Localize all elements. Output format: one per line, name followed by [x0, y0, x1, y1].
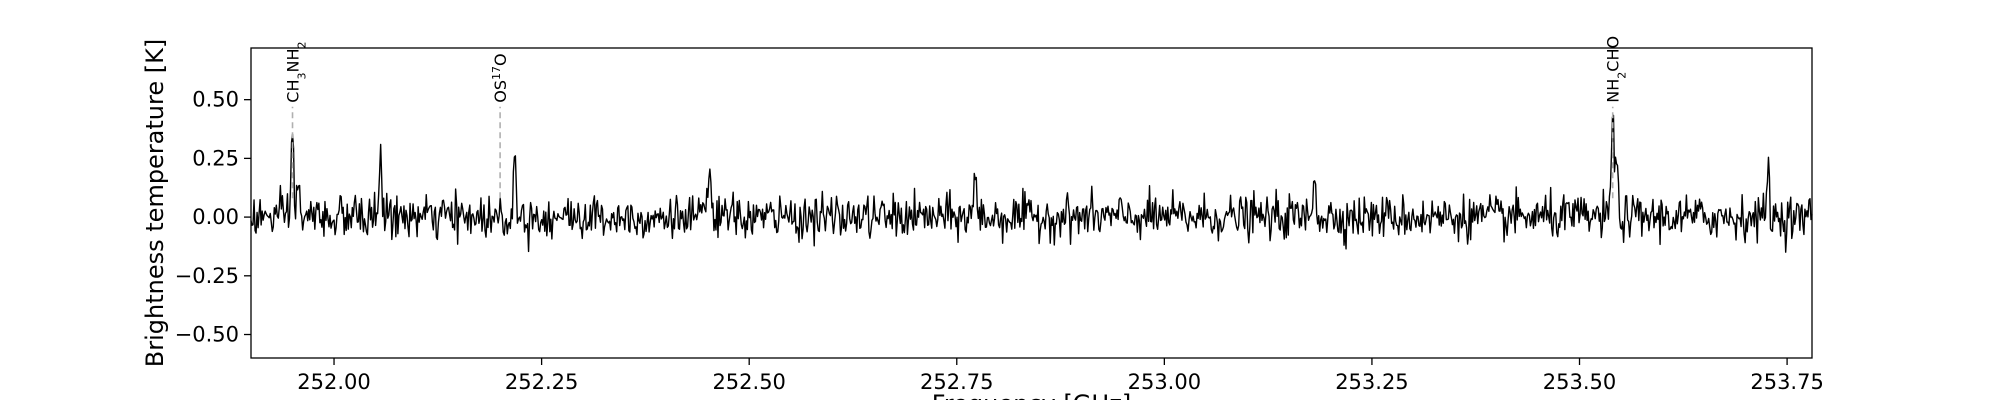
line-annotations: CH3NH2 OS17O NH2CHO [284, 36, 1629, 199]
x-tick-label: 253.00 [1128, 370, 1201, 394]
x-tick-label: 252.50 [712, 370, 785, 394]
x-tick-label: 253.75 [1750, 370, 1823, 394]
y-tick-label: 0.25 [192, 146, 239, 170]
y-axis-label: Brightness temperature [K] [141, 39, 169, 367]
y-tick-label: 0.50 [192, 88, 239, 112]
x-axis-label: Frequency [GHz] [932, 390, 1132, 400]
plot-area [250, 114, 1813, 253]
x-tick-label: 252.75 [920, 370, 993, 394]
y-tick-label: −0.25 [175, 264, 239, 288]
y-tick-label: −0.50 [175, 323, 239, 347]
x-tick-label: 252.25 [505, 370, 578, 394]
plot-frame [250, 47, 1813, 359]
spectrum-line [250, 114, 1813, 253]
molecule-label: CH3NH2 [284, 42, 309, 103]
y-tick-label: 0.00 [192, 205, 239, 229]
x-axis: 252.00 252.25 252.50 252.75 253.00 253.25 253.… [297, 358, 1824, 394]
x-tick-label: 253.25 [1335, 370, 1408, 394]
molecule-label: OS17O [490, 53, 511, 102]
molecule-label: NH2CHO [1604, 36, 1629, 103]
y-axis: 0.50 0.25 0.00 −0.25 −0.50 [175, 88, 251, 347]
x-tick-label: 252.00 [297, 370, 370, 394]
x-tick-label: 253.50 [1543, 370, 1616, 394]
